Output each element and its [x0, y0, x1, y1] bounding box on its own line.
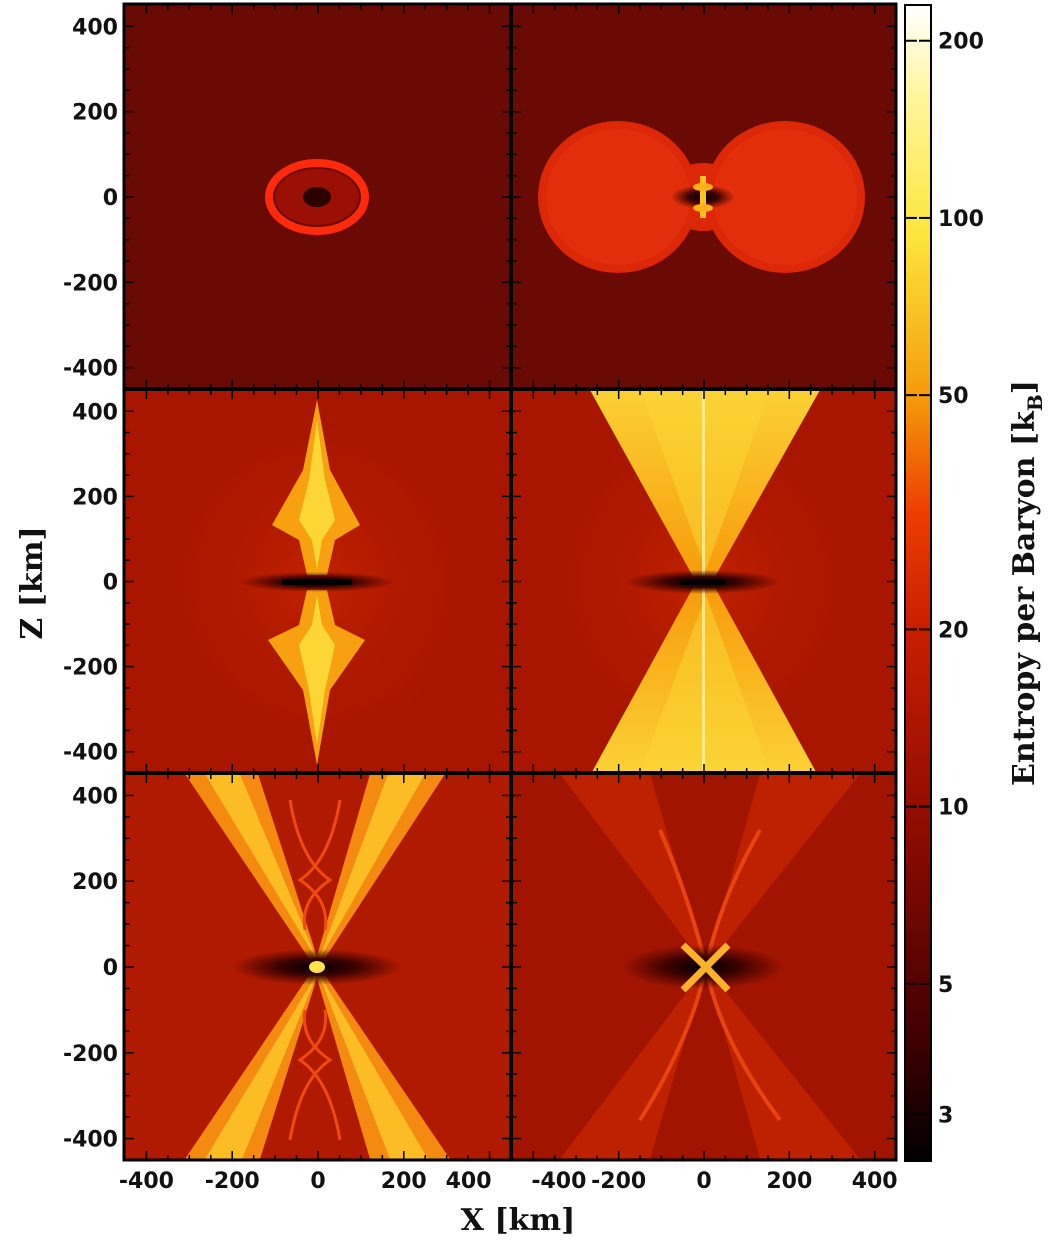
x-tick-label: 200: [766, 1169, 812, 1194]
y-tick-label: -400: [63, 741, 118, 766]
panel-top-left: [125, 5, 510, 388]
y-tick-label: 200: [72, 870, 118, 895]
panel-middle-right: [512, 390, 895, 772]
colorbar: 3 5 10 20 50 100 200 Entropy per Baryon [kB]: [904, 4, 1047, 1162]
x-tick-label: 200: [381, 1169, 427, 1194]
panel-top-right: [512, 5, 895, 388]
y-tick-label: -400: [63, 1128, 118, 1153]
x-tick-label: -200: [591, 1169, 646, 1194]
y-tick-label: 0: [103, 956, 118, 981]
x-tick-label: 400: [446, 1169, 492, 1194]
y-tick-label: -200: [63, 656, 118, 681]
y-tick-label: -200: [63, 1042, 118, 1067]
x-tick-label: -400: [531, 1169, 586, 1194]
colorbar-tick-label: 100: [938, 207, 984, 232]
colorbar-tick-label: 200: [938, 30, 984, 55]
panel-bottom-right: [512, 774, 895, 1159]
y-tick-label: 0: [103, 571, 118, 596]
y-tick-label: 400: [72, 400, 118, 425]
x-tick-label: -400: [119, 1169, 174, 1194]
x-tick-label: -200: [205, 1169, 260, 1194]
y-tick-label: 200: [72, 101, 118, 126]
y-tick-label: -200: [63, 271, 118, 296]
y-tick-label: 0: [103, 186, 118, 211]
y-tick-labels: -400 -200 0 200 400 -400 -200 0 200 400 -400 -200 0 2…: [63, 15, 118, 1152]
x-axis-title: X [km]: [461, 1203, 576, 1238]
x-tick-label: 400: [852, 1169, 898, 1194]
x-tick-label: 0: [310, 1169, 325, 1194]
colorbar-ticks: 3 5 10 20 50 100 200: [905, 30, 984, 1128]
colorbar-tick-label: 50: [938, 384, 969, 409]
colorbar-tick-label: 3: [938, 1103, 953, 1128]
axis-ticks: [125, 5, 896, 1160]
colorbar-tick-label: 5: [938, 973, 953, 998]
colorbar-tick-label: 10: [938, 796, 969, 821]
panel-middle-left: [125, 390, 510, 772]
x-tick-label: 0: [696, 1169, 711, 1194]
y-tick-label: 400: [72, 784, 118, 809]
colorbar-gradient: [904, 4, 932, 1162]
y-tick-label: 200: [72, 485, 118, 510]
colorbar-tick-label: 20: [938, 618, 969, 643]
x-tick-labels: -400 -200 0 200 400 -400 -200 0 200 400: [119, 1169, 898, 1194]
colorbar-title: Entropy per Baryon [kB]: [1007, 380, 1047, 786]
panel-bottom-left: [125, 774, 510, 1159]
y-axis-title: Z [km]: [15, 526, 50, 639]
y-tick-label: -400: [63, 357, 118, 382]
y-tick-label: 400: [72, 15, 118, 40]
